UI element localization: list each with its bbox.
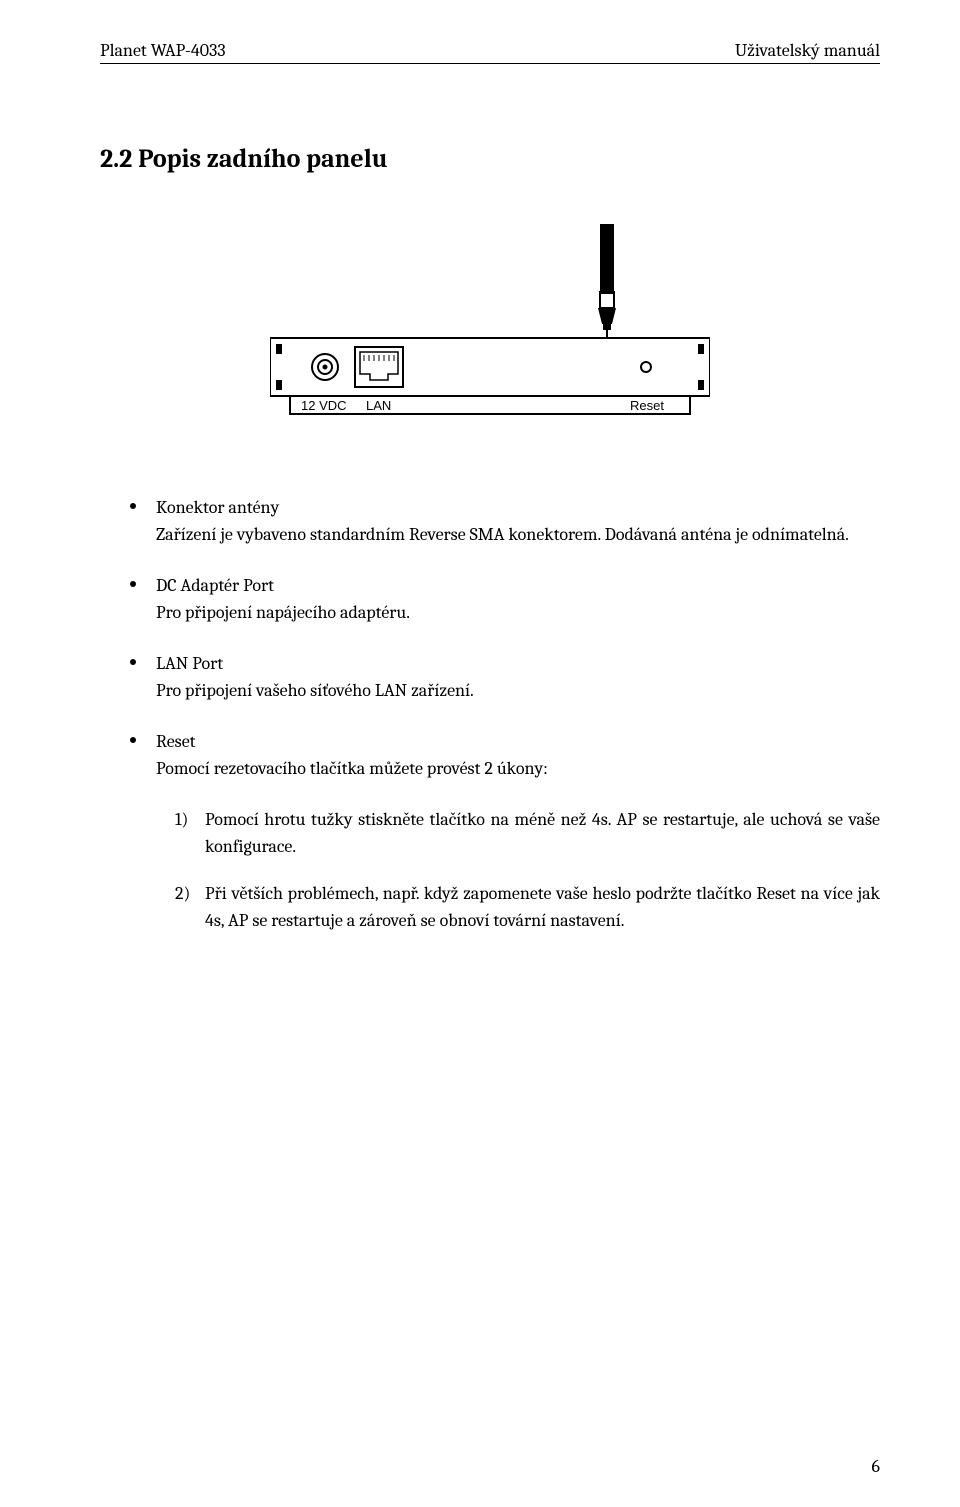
bullet-title: DC Adaptér Port [156,572,410,599]
mounting-tab [276,344,282,354]
header-left: Planet WAP-4033 [100,40,226,61]
antenna-icon [598,224,616,338]
bullet-item: LAN Port Pro připojení vašeho síťového L… [100,650,880,704]
numbered-item: 2) Při větších problémech, např. když za… [175,880,880,934]
label-reset: Reset [630,398,664,413]
section-heading: 2.2 Popis zadního panelu [100,144,880,174]
bullet-dot-icon [130,737,136,743]
dc-jack-icon [312,354,338,380]
bullet-desc: Pomocí rezetovacího tlačítka můžete prov… [156,755,548,782]
numbered-item: 1) Pomocí hrotu tužky stiskněte tlačítko… [175,806,880,860]
bullet-item: Reset Pomocí rezetovacího tlačítka můžet… [100,728,880,782]
bullet-desc: Pro připojení napájecího adaptéru. [156,599,410,626]
numbered-text: Při větších problémech, např. když zapom… [205,880,880,934]
page-number: 6 [872,1456,880,1477]
numbered-marker: 2) [175,880,205,934]
bullet-desc: Zařízení je vybaveno standardním Reverse… [156,521,849,548]
chassis-outline [270,338,710,396]
bullet-item: DC Adaptér Port Pro připojení napájecího… [100,572,880,626]
label-lan: LAN [366,398,391,413]
bullet-dot-icon [130,503,136,509]
bullet-item: Konektor antény Zařízení je vybaveno sta… [100,494,880,548]
bullet-title: LAN Port [156,650,474,677]
header-right: Uživatelský manuál [735,40,880,61]
numbered-marker: 1) [175,806,205,860]
label-power: 12 VDC [301,398,347,413]
device-rear-panel-figure: 12 VDC LAN Reset [100,224,880,424]
mounting-tab [698,380,704,390]
mounting-tab [698,344,704,354]
numbered-list: 1) Pomocí hrotu tužky stiskněte tlačítko… [175,806,880,934]
bullet-dot-icon [130,581,136,587]
bullet-title: Reset [156,728,548,755]
lan-port-icon [355,347,403,387]
mounting-tab [276,380,282,390]
bullet-desc: Pro připojení vašeho síťového LAN zaříze… [156,677,474,704]
bullet-title: Konektor antény [156,494,849,521]
rear-panel-diagram: 12 VDC LAN Reset [270,224,710,424]
numbered-text: Pomocí hrotu tužky stiskněte tlačítko na… [205,806,880,860]
bullet-dot-icon [130,659,136,665]
reset-button-icon [641,362,651,372]
header: Planet WAP-4033 Uživatelský manuál [100,40,880,64]
